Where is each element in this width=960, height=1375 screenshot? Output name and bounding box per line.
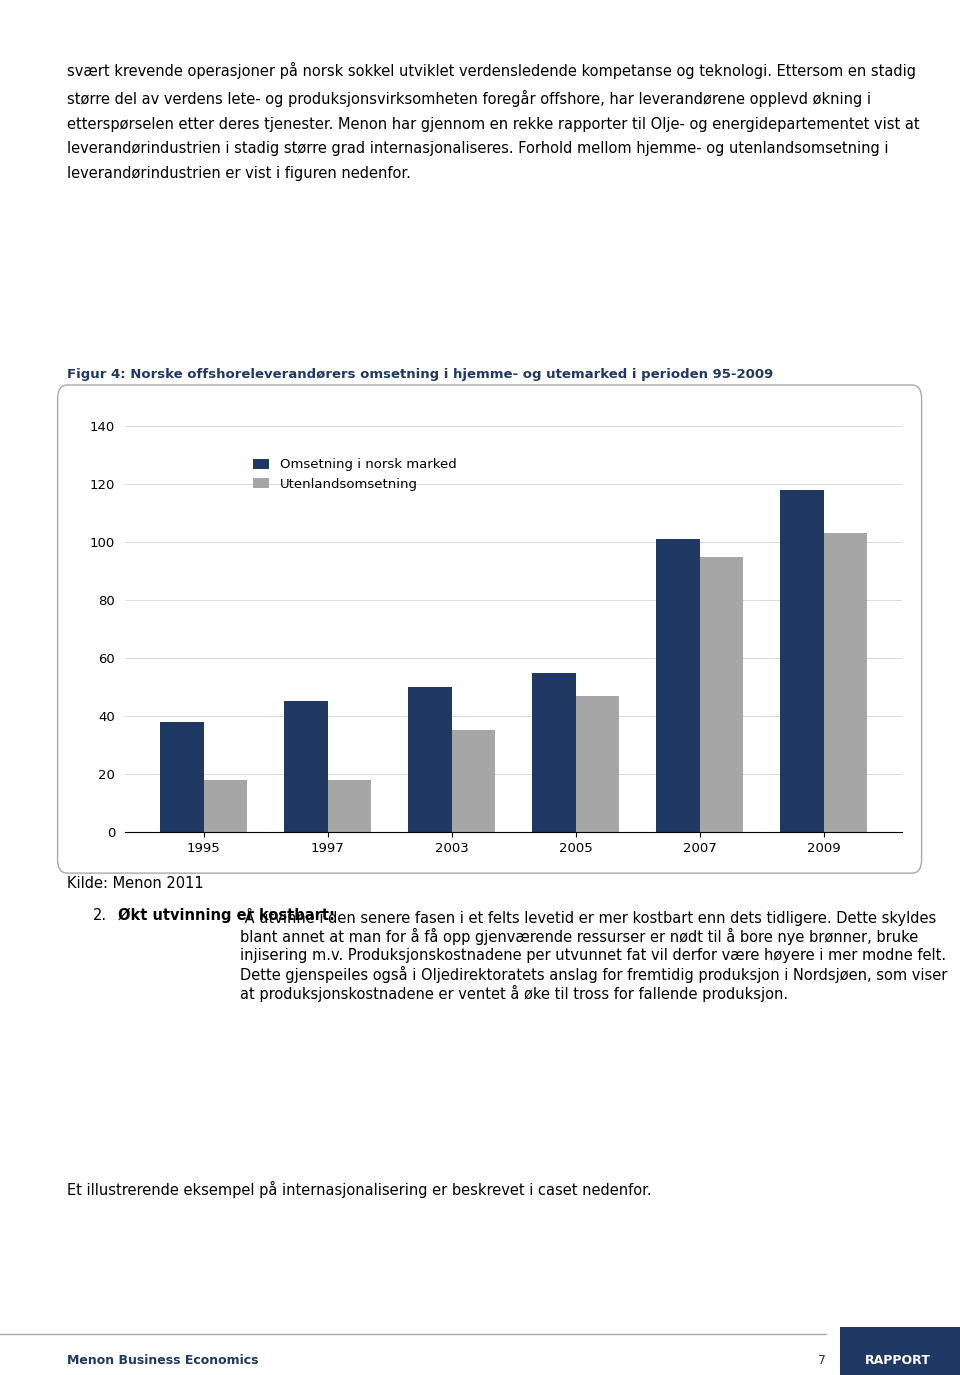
Bar bbox=[160, 722, 204, 832]
Text: Økt utvinning er kostbart:: Økt utvinning er kostbart: bbox=[118, 908, 335, 923]
Text: Menon Business Economics: Menon Business Economics bbox=[67, 1354, 258, 1367]
Bar bbox=[532, 672, 576, 832]
Bar bbox=[284, 701, 327, 832]
Text: Å utvinne i den senere fasen i et felts levetid er mer kostbart enn dets tidlige: Å utvinne i den senere fasen i et felts … bbox=[240, 908, 948, 1002]
Legend: Omsetning i norsk marked, Utenlandsomsetning: Omsetning i norsk marked, Utenlandsomset… bbox=[248, 454, 462, 496]
Text: RAPPORT: RAPPORT bbox=[865, 1354, 930, 1367]
Bar bbox=[700, 557, 743, 832]
Bar bbox=[576, 696, 619, 832]
Bar bbox=[204, 780, 247, 832]
Text: Figur 4: Norske offshoreleverandørers omsetning i hjemme- og utemarked i periode: Figur 4: Norske offshoreleverandørers om… bbox=[67, 368, 774, 381]
Bar bbox=[780, 490, 824, 832]
Bar bbox=[451, 730, 495, 832]
Bar bbox=[327, 780, 371, 832]
Text: svært krevende operasjoner på norsk sokkel utviklet verdensledende kompetanse og: svært krevende operasjoner på norsk sokk… bbox=[67, 62, 920, 182]
Bar bbox=[657, 539, 700, 832]
Bar bbox=[408, 688, 451, 832]
Text: 2.: 2. bbox=[92, 908, 107, 923]
Text: Kilde: Menon 2011: Kilde: Menon 2011 bbox=[67, 876, 204, 891]
Bar bbox=[824, 534, 867, 832]
FancyBboxPatch shape bbox=[840, 1327, 960, 1375]
Text: Et illustrerende eksempel på internasjonalisering er beskrevet i caset nedenfor.: Et illustrerende eksempel på internasjon… bbox=[67, 1181, 652, 1198]
Text: 7: 7 bbox=[818, 1354, 826, 1367]
